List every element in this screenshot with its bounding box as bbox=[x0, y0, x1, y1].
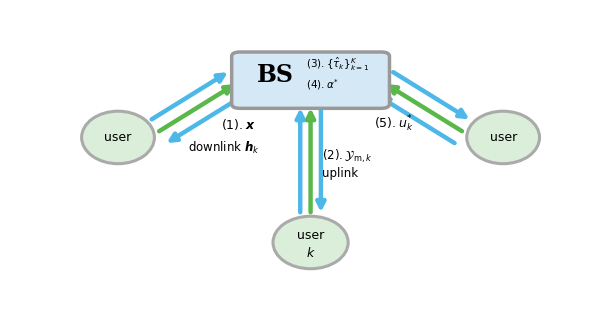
Ellipse shape bbox=[82, 111, 155, 164]
Text: user: user bbox=[297, 229, 324, 242]
Ellipse shape bbox=[273, 216, 348, 269]
FancyBboxPatch shape bbox=[231, 52, 390, 108]
Text: BS: BS bbox=[257, 63, 294, 87]
Text: $(3).\{\hat{\tau}_k\}_{k=1}^{K}$: $(3).\{\hat{\tau}_k\}_{k=1}^{K}$ bbox=[306, 56, 369, 73]
Text: $(2).\boldsymbol{\mathcal{Y}}_{\mathrm{m},k}$: $(2).\boldsymbol{\mathcal{Y}}_{\mathrm{m… bbox=[322, 148, 373, 165]
Ellipse shape bbox=[467, 111, 539, 164]
Text: $(5).u_k^{*}$: $(5).u_k^{*}$ bbox=[374, 114, 413, 135]
Text: user: user bbox=[490, 131, 517, 144]
Text: downlink $\boldsymbol{h}_k$: downlink $\boldsymbol{h}_k$ bbox=[188, 140, 259, 156]
Text: $(4).\alpha^{*}$: $(4).\alpha^{*}$ bbox=[306, 78, 339, 92]
Text: k: k bbox=[307, 247, 314, 260]
Text: user: user bbox=[104, 131, 132, 144]
Text: uplink: uplink bbox=[322, 167, 358, 180]
Text: $(1).\boldsymbol{x}$: $(1).\boldsymbol{x}$ bbox=[221, 117, 255, 132]
